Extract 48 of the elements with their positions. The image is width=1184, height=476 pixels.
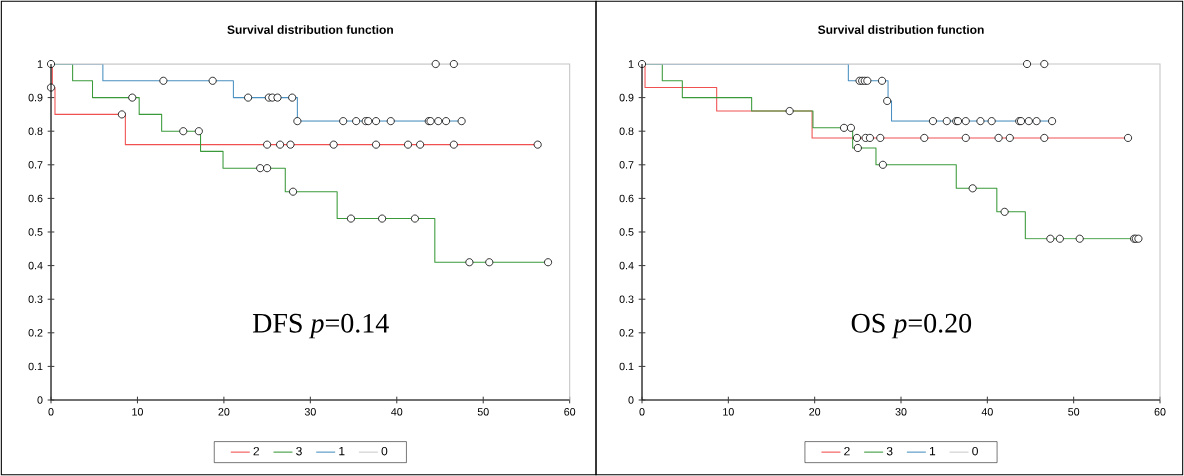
x-tick-label: 10 bbox=[723, 408, 734, 416]
x-tick-label: 0 bbox=[639, 408, 645, 416]
y-tick-label: 0.8 bbox=[619, 127, 634, 135]
y-tick-label: 0 bbox=[628, 396, 634, 404]
y-tick-label: 0.3 bbox=[28, 295, 43, 303]
y-tick-label: 0.2 bbox=[619, 329, 634, 337]
y-tick-label: 1 bbox=[37, 60, 43, 68]
y-tick-label: 0.9 bbox=[28, 93, 43, 102]
x-tick-label: 50 bbox=[1068, 408, 1080, 416]
annotation: OS p=0.20 bbox=[851, 313, 972, 339]
x-tick-label: 60 bbox=[564, 408, 576, 416]
legend-label: 1 bbox=[339, 446, 345, 456]
legend-label: 0 bbox=[381, 446, 388, 456]
x-tick-label: 10 bbox=[132, 408, 143, 416]
x-tick-label: 60 bbox=[1154, 408, 1166, 416]
y-tick-label: 1 bbox=[628, 60, 634, 68]
x-tick-label: 40 bbox=[391, 408, 403, 416]
y-tick-label: 0.5 bbox=[619, 228, 634, 236]
y-tick-label: 0.6 bbox=[619, 194, 634, 203]
y-tick-label: 0.1 bbox=[619, 362, 634, 371]
x-tick-label: 20 bbox=[809, 408, 821, 416]
y-tick-label: 0.4 bbox=[28, 261, 43, 270]
y-tick-label: 0.7 bbox=[619, 161, 634, 169]
y-tick-label: 0.8 bbox=[28, 127, 43, 135]
legend-label: 2 bbox=[844, 446, 850, 456]
legend-label: 1 bbox=[929, 446, 936, 456]
x-tick-label: 0 bbox=[48, 408, 54, 416]
chart-title: Survival distribution function bbox=[227, 25, 393, 34]
x-tick-label: 30 bbox=[304, 408, 316, 416]
x-tick-label: 50 bbox=[477, 408, 489, 416]
y-tick-label: 0.3 bbox=[619, 295, 634, 303]
annotation: DFS p=0.14 bbox=[252, 313, 389, 339]
legend-label: 0 bbox=[972, 446, 978, 456]
y-tick-label: 0.5 bbox=[28, 228, 43, 236]
chart-title: Survival distribution function bbox=[818, 25, 984, 34]
y-tick-label: 0.1 bbox=[28, 362, 43, 371]
y-tick-label: 0 bbox=[37, 396, 43, 404]
legend-label: 3 bbox=[296, 446, 302, 456]
legend-label: 3 bbox=[886, 446, 893, 456]
y-tick-label: 0.7 bbox=[28, 161, 43, 169]
y-tick-label: 0.2 bbox=[28, 329, 43, 337]
x-tick-label: 20 bbox=[218, 408, 230, 416]
y-tick-label: 0.4 bbox=[619, 261, 634, 270]
y-tick-label: 0.6 bbox=[28, 194, 43, 203]
x-tick-label: 30 bbox=[895, 408, 907, 416]
legend-label: 2 bbox=[253, 446, 260, 456]
x-tick-label: 40 bbox=[981, 408, 993, 416]
y-tick-label: 0.9 bbox=[619, 93, 634, 102]
